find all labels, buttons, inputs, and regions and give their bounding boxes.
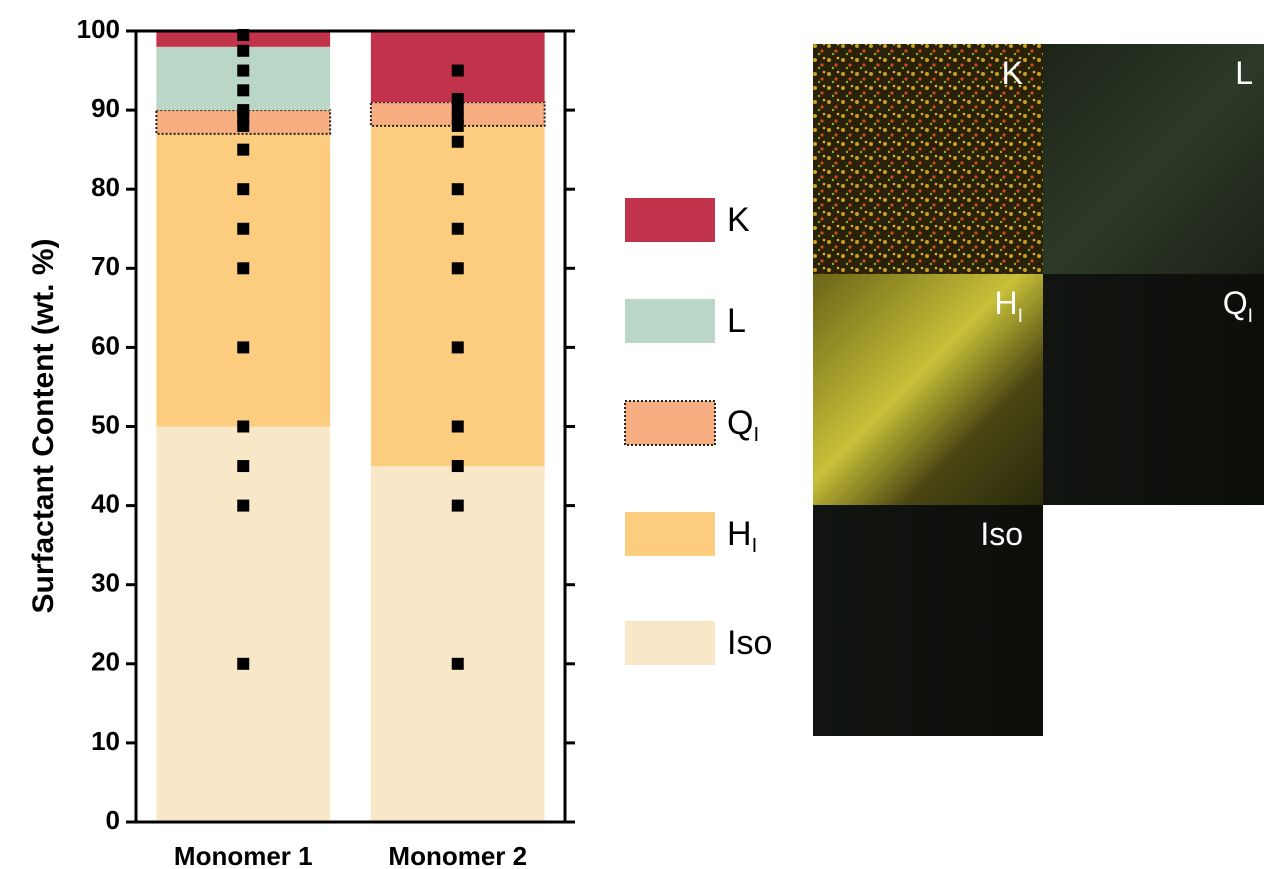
micrograph-label-main: H xyxy=(995,285,1018,321)
sample-point xyxy=(452,112,464,124)
legend-label-sub: I xyxy=(753,424,759,446)
sample-point xyxy=(452,658,464,670)
bar-segment xyxy=(371,126,545,466)
y-axis-title: Surfactant Content (wt. %) xyxy=(27,239,60,614)
y-tick-label: 20 xyxy=(91,647,120,677)
legend-label: K xyxy=(727,201,750,239)
legend-label: HI xyxy=(727,515,757,557)
sample-point xyxy=(237,183,249,195)
bar-segment xyxy=(156,134,330,427)
micrograph-label: K xyxy=(1002,55,1023,91)
y-tick-label: 60 xyxy=(91,330,120,360)
sample-point xyxy=(237,421,249,433)
micrograph-label: L xyxy=(1235,55,1253,91)
sample-point xyxy=(237,144,249,156)
legend-label-sub: I xyxy=(752,535,758,557)
sample-point xyxy=(237,262,249,274)
y-tick-label: 100 xyxy=(77,14,120,44)
micrograph-label-sub: I xyxy=(1248,306,1253,327)
micrograph-label-main: Q xyxy=(1223,285,1248,321)
micrograph-label-main: K xyxy=(1002,55,1023,91)
bar-segment xyxy=(371,466,545,822)
legend-label-main: K xyxy=(727,201,750,239)
sample-point xyxy=(237,84,249,96)
legend-label-main: Iso xyxy=(727,624,772,662)
sample-point xyxy=(237,500,249,512)
legend-label: Iso xyxy=(727,624,772,662)
y-tick-label: 90 xyxy=(91,93,120,123)
sample-point xyxy=(452,93,464,105)
sample-point xyxy=(452,262,464,274)
micrograph-label-main: Iso xyxy=(980,516,1023,552)
legend-swatch xyxy=(625,512,715,556)
sample-point xyxy=(452,136,464,148)
y-tick-label: 70 xyxy=(91,251,120,281)
sample-point xyxy=(237,658,249,670)
x-tick-label: Monomer 1 xyxy=(174,841,313,869)
bar-segment xyxy=(156,427,330,823)
x-tick-label: Monomer 2 xyxy=(388,841,527,869)
sample-point xyxy=(237,65,249,77)
sample-point xyxy=(452,500,464,512)
legend-swatch xyxy=(625,198,715,242)
sample-point xyxy=(452,341,464,353)
sample-point xyxy=(237,460,249,472)
sample-point xyxy=(237,341,249,353)
figure: Surfactant Content (wt. %) Monomer 1 Mono… xyxy=(0,0,1264,869)
legend-label-main: L xyxy=(727,302,746,340)
y-tick-label: 50 xyxy=(91,409,120,439)
y-tick-label: 30 xyxy=(91,568,120,598)
legend-swatch xyxy=(625,621,715,665)
legend-label: L xyxy=(727,302,746,340)
sample-point xyxy=(452,421,464,433)
sample-point xyxy=(452,223,464,235)
micrograph-label-main: L xyxy=(1235,55,1253,91)
micrograph-label-sub: I xyxy=(1018,306,1023,327)
legend-label-main: Q xyxy=(727,404,753,442)
legend-label: QI xyxy=(727,404,759,446)
sample-point xyxy=(452,183,464,195)
micrograph xyxy=(1043,44,1264,275)
y-tick-label: 40 xyxy=(91,488,120,518)
micrograph-label: Iso xyxy=(980,516,1023,552)
y-tick-label: 0 xyxy=(106,805,120,835)
legend-swatch xyxy=(625,401,715,445)
sample-point xyxy=(237,223,249,235)
sample-point xyxy=(237,45,249,57)
y-tick-label: 80 xyxy=(91,172,120,202)
sample-point xyxy=(237,104,249,116)
legend-label-main: H xyxy=(727,515,752,553)
sample-point xyxy=(452,65,464,77)
sample-point xyxy=(452,460,464,472)
legend-swatch xyxy=(625,299,715,343)
y-tick-label: 10 xyxy=(91,726,120,756)
